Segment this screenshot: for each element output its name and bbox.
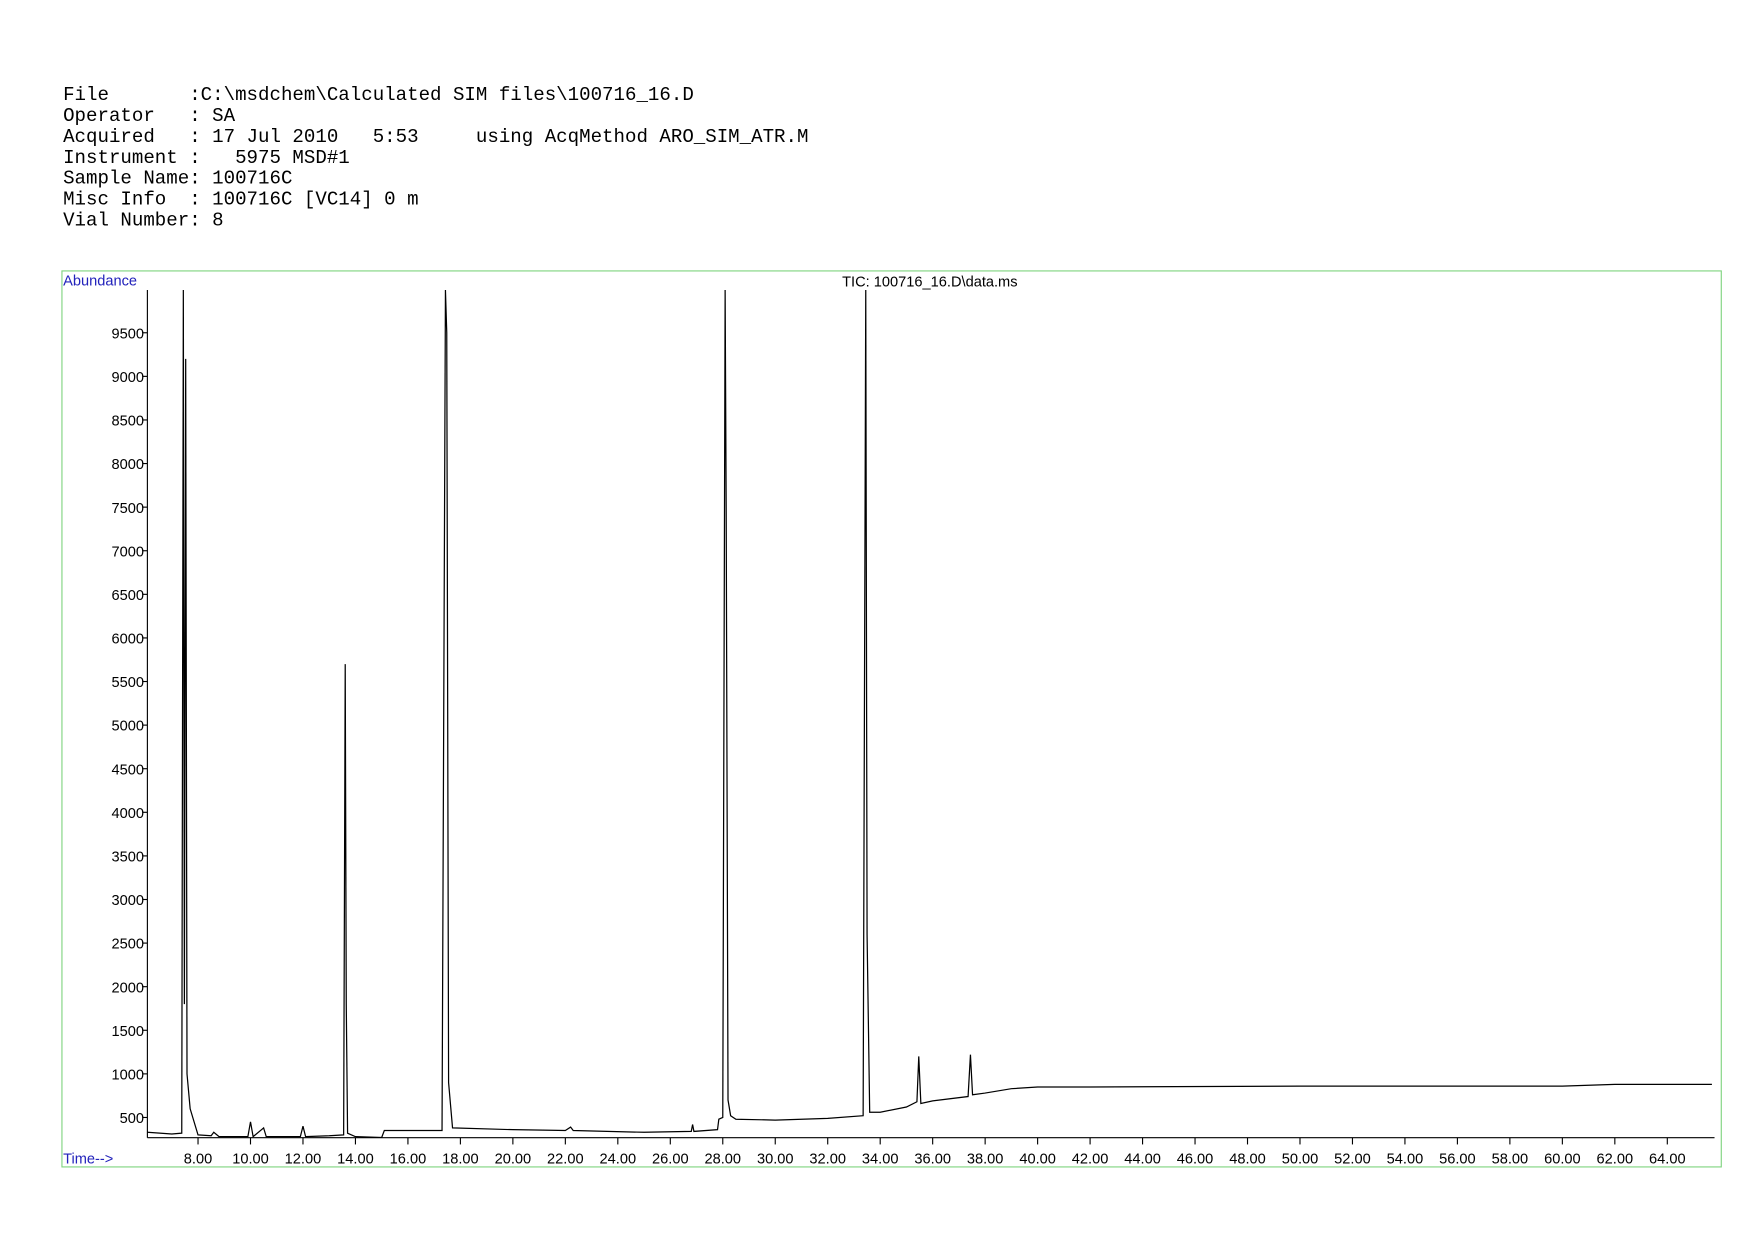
- header-line: Sample Name: 100716C: [63, 168, 292, 190]
- x-tick-label: 20.00: [495, 1152, 532, 1168]
- x-axis-label: Time-->: [63, 1152, 113, 1168]
- x-tick-label: 32.00: [809, 1152, 846, 1168]
- x-tick-label: 14.00: [337, 1152, 374, 1168]
- x-tick-label: 60.00: [1544, 1152, 1581, 1168]
- y-tick-label: 8500: [112, 414, 145, 430]
- y-tick-label: 4000: [112, 806, 145, 822]
- x-tick-label: 50.00: [1282, 1152, 1319, 1168]
- y-tick-label: 5500: [112, 675, 145, 691]
- y-tick-label: 7000: [112, 544, 145, 560]
- x-tick-label: 8.00: [184, 1152, 212, 1168]
- x-tick-label: 48.00: [1229, 1152, 1266, 1168]
- x-tick-label: 64.00: [1649, 1152, 1686, 1168]
- x-tick-label: 26.00: [652, 1152, 689, 1168]
- header-line: Instrument : 5975 MSD#1: [63, 147, 350, 169]
- y-tick-label: 9500: [112, 326, 145, 342]
- x-tick-label: 38.00: [967, 1152, 1004, 1168]
- x-tick-label: 36.00: [914, 1152, 951, 1168]
- plot-frame: [61, 270, 1722, 1168]
- x-tick-label: 52.00: [1334, 1152, 1371, 1168]
- x-tick-label: 40.00: [1019, 1152, 1056, 1168]
- y-tick-label: 1500: [112, 1024, 145, 1040]
- y-tick-label: 7500: [112, 501, 145, 517]
- header-line: Misc Info : 100716C [VC14] 0 m: [63, 189, 419, 211]
- x-tick-label: 22.00: [547, 1152, 584, 1168]
- y-tick-label: 2500: [112, 937, 145, 953]
- x-tick-label: 24.00: [600, 1152, 637, 1168]
- x-tick-label: 34.00: [862, 1152, 899, 1168]
- x-tick-label: 30.00: [757, 1152, 794, 1168]
- header-line: Vial Number: 8: [63, 210, 224, 232]
- x-tick-label: 28.00: [704, 1152, 741, 1168]
- y-tick-label: 2000: [112, 980, 145, 996]
- header: File :C:\msdchem\Calculated SIM files\10…: [63, 84, 808, 231]
- y-tick-label: 500: [120, 1111, 144, 1127]
- y-tick-label: 8000: [112, 457, 145, 473]
- header-line: Operator : SA: [63, 105, 236, 127]
- x-tick-label: 56.00: [1439, 1152, 1476, 1168]
- chromatogram-line: [147, 290, 1712, 1138]
- y-tick-label: 5000: [112, 719, 145, 735]
- y-tick-label: 3500: [112, 850, 145, 866]
- y-tick-label: 9000: [112, 370, 145, 386]
- y-tick-label: 4500: [112, 762, 145, 778]
- x-tick-label: 42.00: [1072, 1152, 1109, 1168]
- x-tick-label: 44.00: [1124, 1152, 1161, 1168]
- y-axis-label: Abundance: [63, 274, 137, 290]
- x-tick-label: 10.00: [232, 1152, 269, 1168]
- y-tick-label: 3000: [112, 893, 145, 909]
- y-tick-label: 6500: [112, 588, 145, 604]
- x-tick-label: 18.00: [442, 1152, 479, 1168]
- x-tick-label: 16.00: [390, 1152, 427, 1168]
- x-tick-label: 62.00: [1597, 1152, 1634, 1168]
- header-line: Acquired : 17 Jul 2010 5:53 using AcqMet…: [63, 126, 808, 148]
- x-tick-label: 58.00: [1492, 1152, 1529, 1168]
- chart-title: TIC: 100716_16.D\data.ms: [842, 275, 1017, 291]
- header-line: File :C:\msdchem\Calculated SIM files\10…: [63, 84, 694, 106]
- x-tick-label: 12.00: [285, 1152, 322, 1168]
- y-tick-label: 6000: [112, 632, 145, 648]
- x-tick-label: 54.00: [1387, 1152, 1424, 1168]
- x-tick-label: 46.00: [1177, 1152, 1214, 1168]
- y-tick-label: 1000: [112, 1067, 145, 1083]
